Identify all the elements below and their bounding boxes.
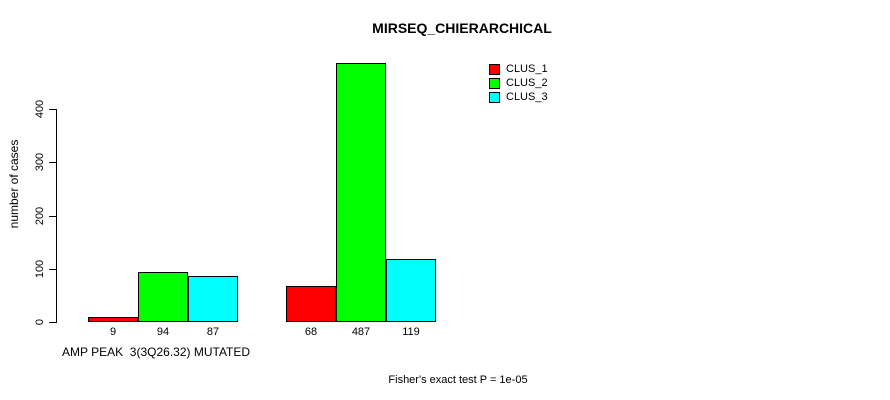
- y-tick-label-300: 300: [34, 152, 46, 172]
- legend-swatch-clus_3: [489, 92, 500, 103]
- y-tick-200: [49, 216, 57, 217]
- legend-swatch-clus_2: [489, 78, 500, 89]
- y-tick-label-400: 400: [34, 99, 46, 119]
- chart-title: MIRSEQ_CHIERARCHICAL: [372, 20, 552, 36]
- legend: CLUS_1 CLUS_2 CLUS_3: [489, 63, 548, 105]
- bar-value-label-clus_3-group1: 87: [206, 326, 220, 338]
- y-tick-label-100: 100: [34, 259, 46, 279]
- bar-value-label-clus_2-group2: 487: [351, 326, 371, 338]
- legend-item-clus_2: CLUS_2: [489, 77, 548, 90]
- bar-clus_2-group1: [138, 272, 188, 322]
- y-tick-400: [49, 109, 57, 110]
- legend-swatch-clus_1: [489, 64, 500, 75]
- x-axis-group-label: AMP PEAK 3(3Q26.32) MUTATED: [62, 345, 251, 359]
- bar-clus_1-group1: [88, 317, 138, 322]
- bar-clus_3-group1: [188, 276, 238, 322]
- fisher-test-note: Fisher's exact test P = 1e-05: [388, 374, 528, 386]
- legend-label-clus_1: CLUS_1: [506, 63, 548, 75]
- legend-item-clus_1: CLUS_1: [489, 63, 548, 76]
- bar-clus_2-group2: [336, 63, 386, 322]
- y-tick-100: [49, 269, 57, 270]
- bar-clus_3-group2: [386, 259, 436, 322]
- bar-value-label-clus_3-group2: 119: [402, 326, 420, 338]
- bar-value-label-clus_1-group1: 9: [109, 326, 117, 338]
- y-tick-0: [49, 322, 57, 323]
- y-tick-label-200: 200: [34, 206, 46, 226]
- y-axis-title: number of cases: [7, 139, 21, 229]
- legend-label-clus_3: CLUS_3: [506, 91, 548, 103]
- bar-value-label-clus_2-group1: 94: [156, 326, 170, 338]
- bar-value-label-clus_1-group2: 68: [304, 326, 318, 338]
- legend-item-clus_3: CLUS_3: [489, 91, 548, 104]
- legend-label-clus_2: CLUS_2: [506, 77, 548, 89]
- y-tick-label-0: 0: [34, 318, 46, 326]
- bar-clus_1-group2: [286, 286, 336, 322]
- y-tick-300: [49, 162, 57, 163]
